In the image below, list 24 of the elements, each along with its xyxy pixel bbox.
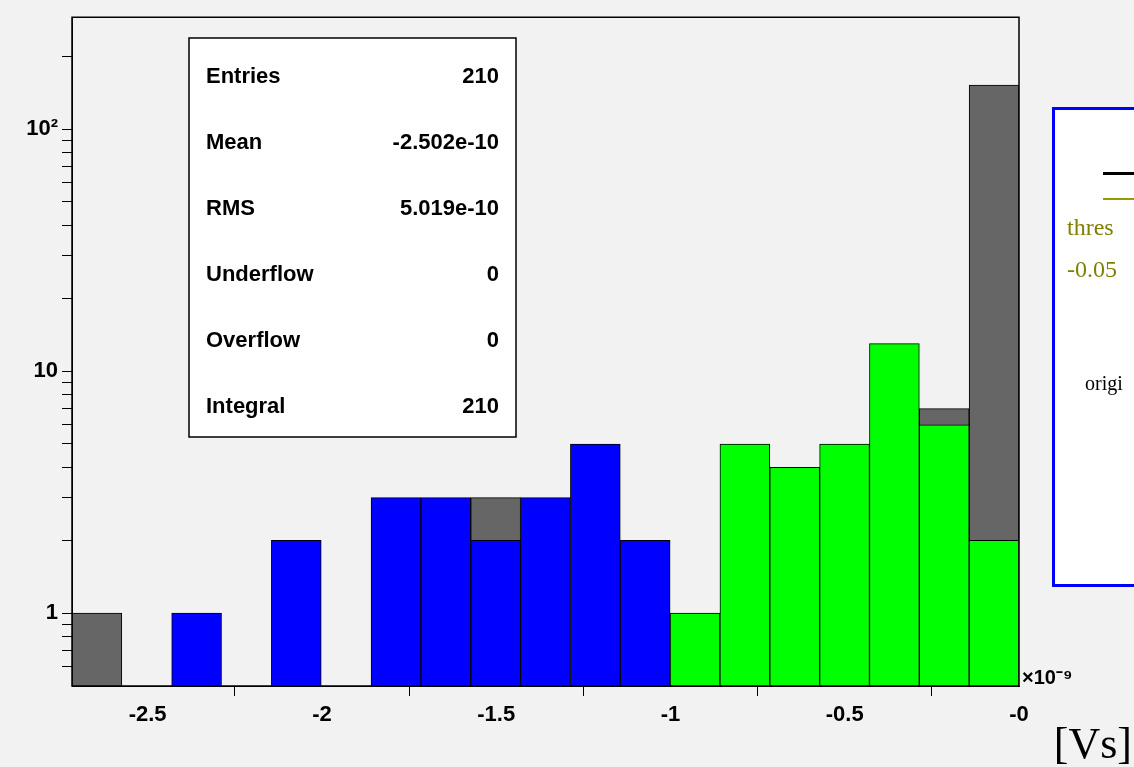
y-tick-label: 10 [33,357,58,383]
annotation: 210 [462,63,499,88]
annotation: Overflow [206,327,302,352]
annotation: RMS [206,195,255,220]
x-tick-label: -2 [312,701,332,727]
annotation: Entries [206,63,281,88]
y-tick-label: 1 [45,599,58,625]
annotation: 210 [462,393,499,418]
annotation: 0 [486,327,499,352]
x-tick-label: -1.5 [477,701,516,727]
annotation: -2.502e-10 [392,129,499,154]
key-box: thres -0.05 origi [1052,107,1134,587]
annotation: Mean [206,129,263,154]
x-tick-label: -0.5 [825,701,864,727]
annotation: 5.019e-10 [399,195,499,220]
x-axis-title: [Vs] [1053,719,1132,767]
text: ×10⁻⁹ [1022,666,1073,688]
annotation: Integral [206,393,286,418]
y-tick-label: 10² [26,115,58,141]
annotation: Underflow [206,261,315,286]
x-tick-label: -2.5 [128,701,167,727]
annotation: 0 [486,261,499,286]
x-tick-label: -0 [1009,701,1029,727]
x-tick-label: -1 [660,701,681,727]
